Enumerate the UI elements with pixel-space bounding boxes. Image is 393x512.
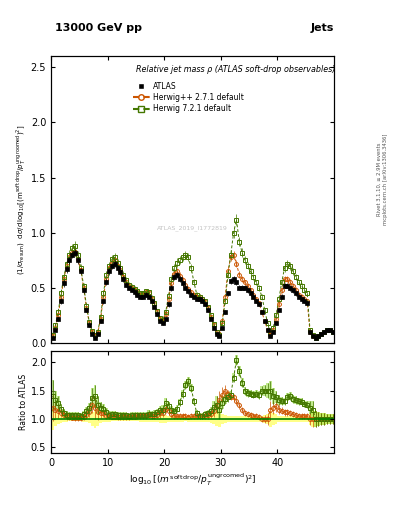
Y-axis label: Ratio to ATLAS: Ratio to ATLAS (19, 374, 28, 430)
Text: ATLAS_2019_I1772819: ATLAS_2019_I1772819 (157, 225, 228, 231)
Text: Rivet 3.1.10, ≥ 2.9M events: Rivet 3.1.10, ≥ 2.9M events (377, 142, 382, 216)
Text: Relative jet mass ρ (ATLAS soft-drop observables): Relative jet mass ρ (ATLAS soft-drop obs… (136, 65, 335, 74)
Text: mcplots.cern.ch [arXiv:1306.3436]: mcplots.cern.ch [arXiv:1306.3436] (383, 134, 387, 225)
Text: 13000 GeV pp: 13000 GeV pp (55, 23, 142, 33)
Text: Jets: Jets (311, 23, 334, 33)
Y-axis label: $(1/\sigma_\mathrm{resum})$  d$\sigma$/d$\,$log$_{10}$[(m$^{\mathrm{soft\,drop}}: $(1/\sigma_\mathrm{resum})$ d$\sigma$/d$… (15, 124, 28, 275)
X-axis label: $\log_{10}[(m^{\,\mathrm{soft\,drop}}/p_T^{\,\mathrm{ungroomed}})^2]$: $\log_{10}[(m^{\,\mathrm{soft\,drop}}/p_… (129, 472, 256, 488)
Legend: ATLAS, Herwig++ 2.7.1 default, Herwig 7.2.1 default: ATLAS, Herwig++ 2.7.1 default, Herwig 7.… (131, 80, 245, 115)
